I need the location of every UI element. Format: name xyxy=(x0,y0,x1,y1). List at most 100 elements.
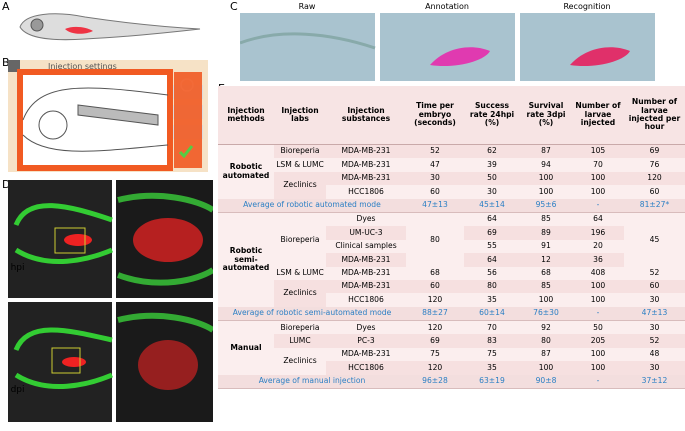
average-cell: 88±27 xyxy=(406,306,464,322)
software-screenshot: Injection settings xyxy=(8,60,208,172)
table-cell: Bioreperia xyxy=(274,212,326,267)
header-cell: Success rate 24hpi (%) xyxy=(464,86,520,145)
table-row: LUMC PC-3 69 83 80 205 52 xyxy=(218,334,685,348)
table-cell: 30 xyxy=(624,320,685,335)
table-cell: HCC1806 xyxy=(326,293,406,307)
table-cell: 50 xyxy=(572,320,624,335)
table-row: Zeclinics MDA-MB-231 60 80 85 100 60 xyxy=(218,279,685,307)
table-cell: 30 xyxy=(406,171,464,186)
table-cell: 36 xyxy=(572,253,624,267)
table-row: Zeclinics MDA-MB-231 75 75 87 100 48 xyxy=(218,347,685,375)
header-cell: Injection methods xyxy=(218,86,274,145)
table-cell: 35 xyxy=(464,361,520,375)
table-cell: LSM & LUMC xyxy=(274,266,326,280)
table-cell: 120 xyxy=(406,293,464,307)
table-cell: 70 xyxy=(572,158,624,172)
table-row: Robotic semi-automated Bioreperia Dyes 80 64… xyxy=(218,212,685,307)
table-cell: 64 xyxy=(572,212,624,227)
table-cell: 87 xyxy=(520,144,572,159)
table-cell: 85 xyxy=(520,279,572,294)
table-cell: 100 xyxy=(572,171,624,186)
table-cell: LUMC xyxy=(274,334,326,348)
table-cell: Zeclinics xyxy=(274,279,326,307)
table-cell: MDA-MB-231 xyxy=(326,144,406,159)
table-cell: Bioreperia xyxy=(274,320,326,335)
average-cell: 90±8 xyxy=(520,374,572,390)
table-cell: 60 xyxy=(406,279,464,294)
table-cell: 68 xyxy=(406,266,464,280)
table-cell: 87 xyxy=(520,347,572,362)
image-annotation xyxy=(380,13,515,81)
table-cell: 60 xyxy=(624,185,685,199)
table-cell: 75 xyxy=(464,347,520,362)
image-label: 3 dpi xyxy=(8,385,25,395)
panel-label: C xyxy=(230,0,238,13)
average-cell: - xyxy=(572,374,624,390)
table-cell: 80 xyxy=(520,334,572,348)
average-cell: 45±14 xyxy=(464,198,520,213)
table-cell: 45 xyxy=(624,212,685,267)
table-cell: 35 xyxy=(464,293,520,307)
method-cell: Manual xyxy=(218,320,274,375)
table-cell: Clinical samples xyxy=(326,239,406,254)
header-cell: Number of larvae injected xyxy=(572,86,624,145)
panel-label: B xyxy=(2,56,10,69)
table-row: LSM & LUMC MDA-MB-231 47 39 94 70 76 xyxy=(218,158,685,172)
fish-sketch xyxy=(19,13,201,41)
table-cell: 48 xyxy=(624,347,685,362)
table-cell: 39 xyxy=(464,158,520,172)
table-cell: HCC1806 xyxy=(326,185,406,199)
table-cell: 120 xyxy=(406,320,464,335)
image-label: 4 hpi xyxy=(8,263,25,273)
table-row: Injection methods Injection labs Injection… xyxy=(218,86,685,145)
table-cell: 75 xyxy=(406,347,464,362)
table-row: Clinical samples 55 91 20 xyxy=(218,239,685,254)
table-cell: 70 xyxy=(464,320,520,335)
table-cell: MDA-MB-231 xyxy=(326,171,406,186)
table-cell: 60 xyxy=(624,279,685,294)
table-cell: 64 xyxy=(464,212,520,227)
table-cell: 408 xyxy=(572,266,624,280)
table-cell: 100 xyxy=(572,279,624,294)
table-cell: 69 xyxy=(406,334,464,348)
table-cell: 30 xyxy=(464,185,520,199)
average-cell: Average of robotic semi-automated mode xyxy=(218,306,406,322)
table-row: Manual Bioreperia Dyes 120 70 92 50 30 xyxy=(218,320,685,375)
table-cell: 100 xyxy=(520,361,572,375)
table-cell: MDA-MB-231 xyxy=(326,266,406,280)
table-cell: MDA-MB-231 xyxy=(326,347,406,362)
table-cell: 64 xyxy=(464,253,520,267)
table-row: Average of robotic automated mode 47±13 45… xyxy=(218,198,685,213)
table-cell: 69 xyxy=(464,226,520,240)
table-cell: 85 xyxy=(520,212,572,227)
table-cell: MDA-MB-231 xyxy=(326,158,406,172)
table-cell: 12 xyxy=(520,253,572,267)
image-raw xyxy=(240,13,376,81)
table-cell: 60 xyxy=(406,185,464,199)
table-cell: 62 xyxy=(464,144,520,159)
window-title: Injection settings xyxy=(48,62,117,71)
table-cell: 80 xyxy=(406,212,464,267)
table-row: Average of robotic semi-automated mode 88… xyxy=(218,306,685,322)
table-cell: 91 xyxy=(520,239,572,254)
table-cell: MDA-MB-231 xyxy=(326,279,406,294)
method-cell: Robotic automated xyxy=(218,144,274,199)
average-cell: 96±28 xyxy=(406,374,464,390)
table-cell: 100 xyxy=(572,361,624,375)
header-cell: Injection labs xyxy=(274,86,326,145)
table-cell: Bioreperia xyxy=(274,144,326,159)
table-cell: 80 xyxy=(464,279,520,294)
results-table: Injection methods Injection labs Injection… xyxy=(218,86,685,390)
header-cell: Injection substances xyxy=(326,86,406,145)
average-cell: 60±14 xyxy=(464,306,520,322)
table-row: HCC1806 120 35 100 100 30 xyxy=(218,293,685,307)
table-cell: 120 xyxy=(406,361,464,375)
table-cell: 100 xyxy=(520,293,572,307)
average-cell: 95±6 xyxy=(520,198,572,213)
table-cell: 94 xyxy=(520,158,572,172)
table-row: HCC1806 120 35 100 100 30 xyxy=(218,361,685,375)
table-cell: LSM & LUMC xyxy=(274,158,326,172)
table-cell: 30 xyxy=(624,293,685,307)
table-cell: 100 xyxy=(520,185,572,199)
image-title: Raw xyxy=(299,3,316,11)
